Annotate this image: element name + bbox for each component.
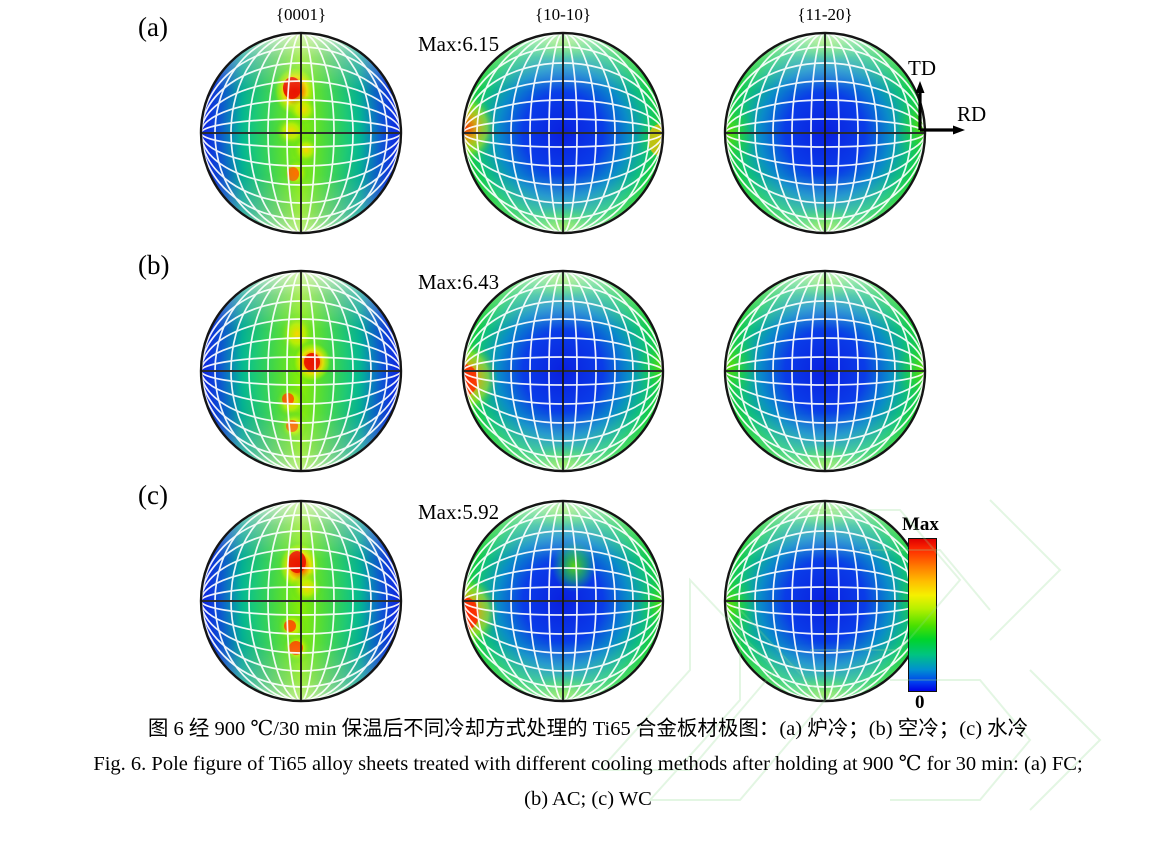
pole-figure-a-1120: {11-20} [720,6,930,238]
column-title-0001: {0001} [275,5,327,24]
pole-figure-row-c: (c) Max:5.92 [0,478,1176,710]
figure-area: (a) Max:6.15 {0001} [0,6,1176,811]
max-label-c: Max:5.92 [418,500,500,524]
axis-arrows-icon [915,81,965,135]
pole-figure-plot [723,31,927,235]
pole-figure-plot [461,31,665,235]
row-label-c: (c) [138,480,168,510]
colorbar-max-label: Max [902,514,939,535]
figure-caption-block: 图 6 经 900 ℃/30 min 保温后不同冷却方式处理的 Ti65 合金板… [0,712,1176,817]
pole-figure-row-a: (a) Max:6.15 {0001} [0,6,1176,242]
pole-figure-row-b: (b) Max:6.43 [0,248,1176,480]
colorbar-gradient [908,538,937,692]
pole-figure-a-1010: {10-10} [458,6,668,238]
max-label-a: Max:6.15 [418,32,500,56]
pole-figure-c-1010 [458,496,668,706]
rd-axis-label: RD [957,102,987,126]
column-title-1120: {11-20} [797,5,853,24]
row-label-a: (a) [138,12,168,42]
pole-figure-plot [199,269,403,473]
pole-figure-a-0001: {0001} [196,6,406,238]
column-title-1010: {10-10} [535,5,591,24]
axis-indicator: TD RD [900,58,1060,148]
pole-figure-c-1120 [720,496,930,706]
pole-figure-b-1120 [720,266,930,476]
pole-figure-b-1010 [458,266,668,476]
pole-figure-plot [461,499,665,703]
colorbar-legend: Max 0 [896,515,1016,715]
caption-english-line-2: (b) AC; (c) WC [524,788,652,810]
pole-figure-plot [199,31,403,235]
pole-figure-c-0001 [196,496,406,706]
pole-figure-plot [723,269,927,473]
pole-figure-plot [723,499,927,703]
colorbar-min-label: 0 [915,692,925,713]
pole-figure-plot [461,269,665,473]
caption-chinese: 图 6 经 900 ℃/30 min 保温后不同冷却方式处理的 Ti65 合金板… [147,718,1029,740]
max-label-b: Max:6.43 [418,270,500,294]
td-axis-label: TD [908,56,936,80]
row-label-b: (b) [138,250,170,280]
caption-english-line-1: Fig. 6. Pole figure of Ti65 alloy sheets… [93,753,1083,775]
pole-figure-plot [199,499,403,703]
pole-figure-b-0001 [196,266,406,476]
